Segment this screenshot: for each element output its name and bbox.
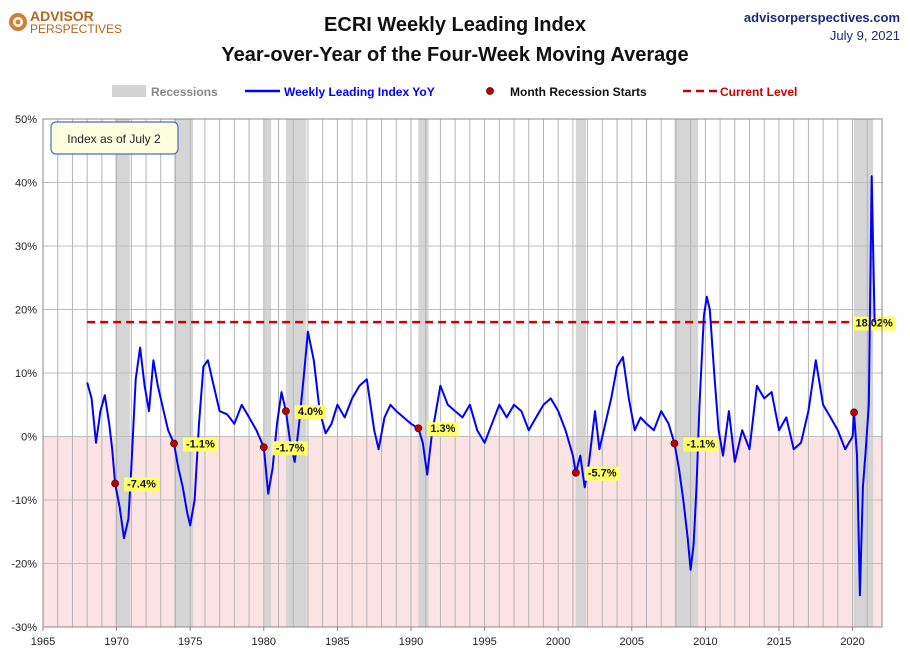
- recession-start-label-bg: [294, 405, 327, 420]
- recession-start-label: -7.4%: [127, 478, 156, 490]
- plot-border: [42, 118, 883, 628]
- negative-zone: [43, 436, 882, 627]
- legend-marker-label: Month Recession Starts: [510, 85, 647, 99]
- recession-start-marker: [670, 439, 679, 448]
- chart-subtitle: Year-over-Year of the Four-Week Moving A…: [221, 44, 688, 66]
- x-tick-label: 1985: [325, 636, 349, 648]
- x-tick-label: 2020: [840, 636, 864, 648]
- note-box: Index as of July 2: [50, 121, 179, 155]
- recession-start-label: -1.7%: [276, 442, 305, 454]
- recession-start-label-bg: [124, 477, 160, 492]
- note-box-frame: [50, 121, 179, 155]
- y-tick-label: 20%: [15, 305, 37, 317]
- recession-start-marker: [571, 468, 580, 477]
- legend-recessions-label: Recessions: [151, 85, 218, 99]
- recession-start-marker: [414, 424, 423, 433]
- current-level-label-bg: [853, 316, 896, 331]
- legend-series-label: Weekly Leading Index YoY: [284, 85, 435, 99]
- y-tick-label: 40%: [15, 178, 37, 190]
- recession-start-marker: [111, 479, 120, 488]
- y-tick-label: -10%: [11, 495, 37, 507]
- recession-start-label: -1.1%: [686, 438, 715, 450]
- legend-marker-swatch: [486, 87, 494, 95]
- recession-start-label: -5.7%: [588, 468, 617, 480]
- logo-line1: ADVISOR: [30, 8, 94, 24]
- y-tick-label: 0%: [21, 432, 37, 444]
- y-tick-label: 30%: [15, 241, 37, 253]
- note-text: Index as of July 2: [67, 132, 161, 146]
- report-date: July 9, 2021: [830, 28, 900, 43]
- legend-current-label: Current Level: [720, 85, 797, 99]
- recession-start-label-bg: [683, 437, 719, 452]
- x-tick-label: 1970: [104, 636, 128, 648]
- x-tick-label: 1995: [472, 636, 496, 648]
- x-tick-label: 2010: [693, 636, 717, 648]
- legend-recession-swatch: [112, 85, 146, 97]
- logo-mark: [9, 13, 27, 31]
- y-tick-label: -30%: [11, 622, 37, 634]
- recession-start-marker: [281, 407, 290, 416]
- y-tick-label: 10%: [15, 368, 37, 380]
- chart-title: ECRI Weekly Leading Index: [324, 14, 586, 36]
- current-level-label: 18.02%: [856, 318, 894, 330]
- x-tick-label: 1975: [178, 636, 202, 648]
- recession-start-label-bg: [183, 437, 218, 452]
- recession-start-label-bg: [272, 441, 308, 456]
- logo-line2: PERSPECTIVES: [30, 22, 122, 36]
- recession-start-marker: [170, 439, 178, 448]
- x-tick-label: 1965: [31, 636, 55, 648]
- y-tick-label: -20%: [11, 559, 37, 571]
- x-tick-label: 2015: [767, 636, 791, 648]
- y-tick-label: 50%: [15, 114, 37, 126]
- site-name: advisorperspectives.com: [744, 10, 900, 25]
- recession-start-label-bg: [584, 466, 620, 481]
- recession-start-label: 1.3%: [430, 423, 455, 435]
- x-tick-label: 2005: [620, 636, 644, 648]
- x-tick-label: 1980: [252, 636, 276, 648]
- recession-start-label-bg: [427, 422, 459, 437]
- series-line: [86, 175, 876, 597]
- recession-start-label: -1.1%: [186, 438, 215, 450]
- x-tick-label: 1990: [399, 636, 423, 648]
- legend: Recessions Weekly Leading Index YoY Mont…: [112, 85, 797, 99]
- recession-start-marker: [259, 443, 268, 452]
- x-tick-label: 2000: [546, 636, 570, 648]
- recession-start-marker: [850, 408, 858, 417]
- recession-start-label: 4.0%: [298, 406, 323, 418]
